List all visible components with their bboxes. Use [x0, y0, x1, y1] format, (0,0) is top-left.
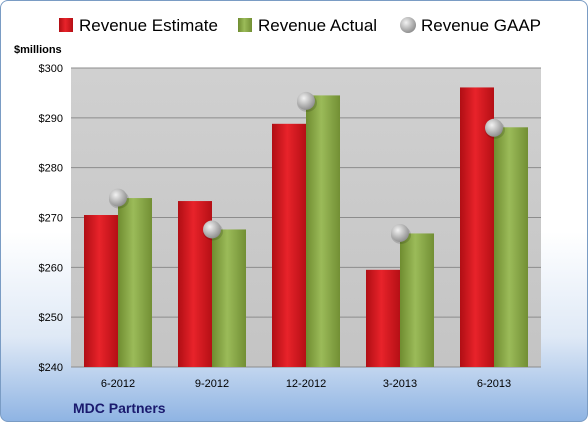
- y-tick-label: $240: [39, 362, 63, 374]
- bar-estimate: [366, 269, 400, 367]
- legend-swatch-estimate: [59, 18, 73, 32]
- x-tick-label: 9-2012: [195, 378, 229, 390]
- legend: Revenue Estimate Revenue Actual Revenue …: [59, 16, 541, 35]
- x-axis-ticks: 6-2012 9-2012 12-2012 3-2013 6-2013: [101, 378, 511, 390]
- legend-label-gaap: Revenue GAAP: [421, 16, 541, 35]
- gaap-markers: [109, 91, 505, 244]
- x-tick-label: 12-2012: [286, 378, 326, 390]
- legend-label-estimate: Revenue Estimate: [79, 16, 218, 35]
- y-tick-label: $300: [39, 63, 63, 75]
- y-tick-label: $280: [39, 163, 63, 175]
- legend-label-actual: Revenue Actual: [258, 16, 377, 35]
- y-axis-ticks: $240 $250 $260 $270 $280 $290 $300: [39, 63, 63, 374]
- bar-estimate: [272, 123, 306, 368]
- gaap-marker: [391, 223, 409, 242]
- y-axis-unit-label: $millions: [14, 44, 62, 56]
- bar-actual: [118, 198, 152, 367]
- legend-marker-gaap: [400, 17, 416, 33]
- bar-actual: [212, 229, 246, 367]
- y-tick-label: $290: [39, 113, 63, 125]
- gaap-marker: [203, 220, 221, 239]
- y-tick-label: $260: [39, 262, 63, 274]
- gaap-marker: [485, 118, 503, 137]
- bar-actual: [400, 233, 434, 367]
- y-tick-label: $270: [39, 213, 63, 225]
- legend-swatch-actual: [238, 18, 252, 32]
- x-tick-label: 6-2013: [477, 378, 511, 390]
- company-name: MDC Partners: [73, 400, 166, 416]
- gaap-marker: [109, 188, 127, 207]
- x-tick-label: 3-2013: [383, 378, 417, 390]
- bar-actual: [306, 95, 340, 368]
- bar-actual: [494, 127, 528, 367]
- bars: [84, 87, 528, 368]
- y-tick-label: $250: [39, 312, 63, 324]
- bar-estimate: [84, 215, 118, 367]
- gaap-marker: [297, 91, 315, 110]
- x-tick-label: 6-2012: [101, 378, 135, 390]
